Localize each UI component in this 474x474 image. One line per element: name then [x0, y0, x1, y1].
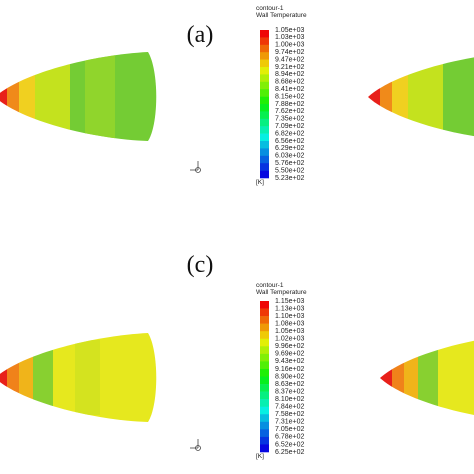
legend-tick-label: 8.63e+02: [275, 381, 304, 388]
color-band: [260, 163, 269, 171]
color-band: [260, 104, 269, 112]
color-band: [260, 406, 269, 415]
legend-tick-label: 7.58e+02: [275, 411, 304, 418]
legend-tick-label: 1.13e+03: [275, 305, 304, 312]
color-band: [260, 118, 269, 127]
legend-tick-label: 9.96e+02: [275, 343, 304, 350]
legend-tick-label: 8.90e+02: [275, 373, 304, 380]
legend-tick-label: 7.35e+02: [275, 116, 304, 123]
color-band: [260, 323, 269, 332]
legend-tick-label: 8.41e+02: [275, 86, 304, 93]
color-band: [260, 399, 269, 407]
legend-subtitle: Wall Temperature: [256, 12, 307, 19]
legend-tick-label: 9.69e+02: [275, 351, 304, 358]
legend-tick-label: 1.10e+03: [275, 313, 304, 320]
legend-tick-label: 6.78e+02: [275, 434, 304, 441]
legend-tick-label: 7.09e+02: [275, 123, 304, 130]
color-band: [260, 89, 269, 97]
legend-tick-label: 8.15e+02: [275, 93, 304, 100]
color-band: [260, 170, 269, 179]
color-band: [260, 59, 269, 68]
color-band: [260, 421, 269, 430]
legend-tick-label: 1.08e+03: [275, 320, 304, 327]
axis-triad: [190, 161, 201, 451]
color-band: [260, 384, 269, 392]
color-band: [260, 429, 269, 438]
legend-tick-label: 9.74e+02: [275, 49, 304, 56]
legend-tick-label: 6.29e+02: [275, 145, 304, 152]
legend-tick-label: 6.56e+02: [275, 138, 304, 145]
color-band: [260, 148, 269, 157]
legend-tick-label: 5.76e+02: [275, 160, 304, 167]
legend-tick-label: 7.88e+02: [275, 101, 304, 108]
legend-unit: [K]: [256, 453, 264, 460]
legend-title: contour-1: [256, 5, 284, 12]
legend-tick-label: 7.84e+02: [275, 404, 304, 411]
contour-b-right: [368, 52, 474, 141]
legend-tick-label: 8.68e+02: [275, 79, 304, 86]
color-band: [260, 126, 269, 134]
color-band: [260, 361, 269, 370]
legend-tick-label: 8.37e+02: [275, 388, 304, 395]
legend-tick-label: 9.43e+02: [275, 358, 304, 365]
color-band: [260, 414, 269, 423]
color-band: [260, 133, 269, 142]
color-band: [260, 37, 269, 46]
color-band: [260, 30, 269, 38]
color-band: [260, 81, 269, 90]
legend-tick-label: 1.05e+03: [275, 27, 304, 34]
color-band: [260, 44, 269, 53]
legend-tick-label: 7.31e+02: [275, 419, 304, 426]
legend-tick-label: 9.47e+02: [275, 56, 304, 63]
legend-subtitle: Wall Temperature: [256, 289, 307, 296]
legend-title: contour-1: [256, 282, 284, 289]
color-band: [260, 368, 269, 377]
legend-tick-label: 5.23e+02: [275, 175, 304, 182]
legend-tick-label: 1.05e+03: [275, 328, 304, 335]
legend-tick-label: 7.62e+02: [275, 108, 304, 115]
color-band: [260, 391, 269, 400]
color-band: [260, 353, 269, 362]
legend-tick-label: 5.50e+02: [275, 167, 304, 174]
color-band: [260, 338, 269, 347]
legend-tick-label: 6.03e+02: [275, 153, 304, 160]
color-band: [260, 74, 269, 83]
contour-c-left: [0, 333, 157, 422]
legend-tick-label: 9.16e+02: [275, 366, 304, 373]
legend-tick-label: 1.00e+03: [275, 42, 304, 49]
legend-tick-label: 9.21e+02: [275, 64, 304, 71]
legend-tick-label: 6.52e+02: [275, 441, 304, 448]
legend-tick-label: 8.94e+02: [275, 71, 304, 78]
color-band: [260, 111, 269, 120]
color-band: [260, 316, 269, 324]
legend-tick-label: 7.05e+02: [275, 426, 304, 433]
color-band: [260, 308, 269, 317]
legend-tick-label: 1.15e+03: [275, 298, 304, 305]
legend-tick-label: 6.82e+02: [275, 130, 304, 137]
color-band: [260, 331, 269, 340]
panel-label: (a): [187, 22, 214, 48]
color-band: [260, 52, 269, 60]
color-band: [260, 96, 269, 105]
legend-unit: [K]: [256, 179, 264, 186]
legend-tick-label: 8.10e+02: [275, 396, 304, 403]
color-band: [260, 301, 269, 309]
color-band: [260, 376, 269, 385]
legend-tick-label: 1.03e+03: [275, 34, 304, 41]
color-band: [260, 436, 269, 445]
panel-label: (c): [187, 252, 214, 278]
color-band: [260, 444, 269, 453]
legend-tick-label: 6.25e+02: [275, 449, 304, 456]
color-band: [260, 346, 269, 355]
color-band: [260, 155, 269, 164]
color-band: [260, 141, 269, 149]
legend-tick-label: 1.02e+03: [275, 336, 304, 343]
contour-a-left: [0, 52, 157, 141]
contour-d-right: [380, 333, 474, 422]
color-band: [260, 67, 269, 75]
